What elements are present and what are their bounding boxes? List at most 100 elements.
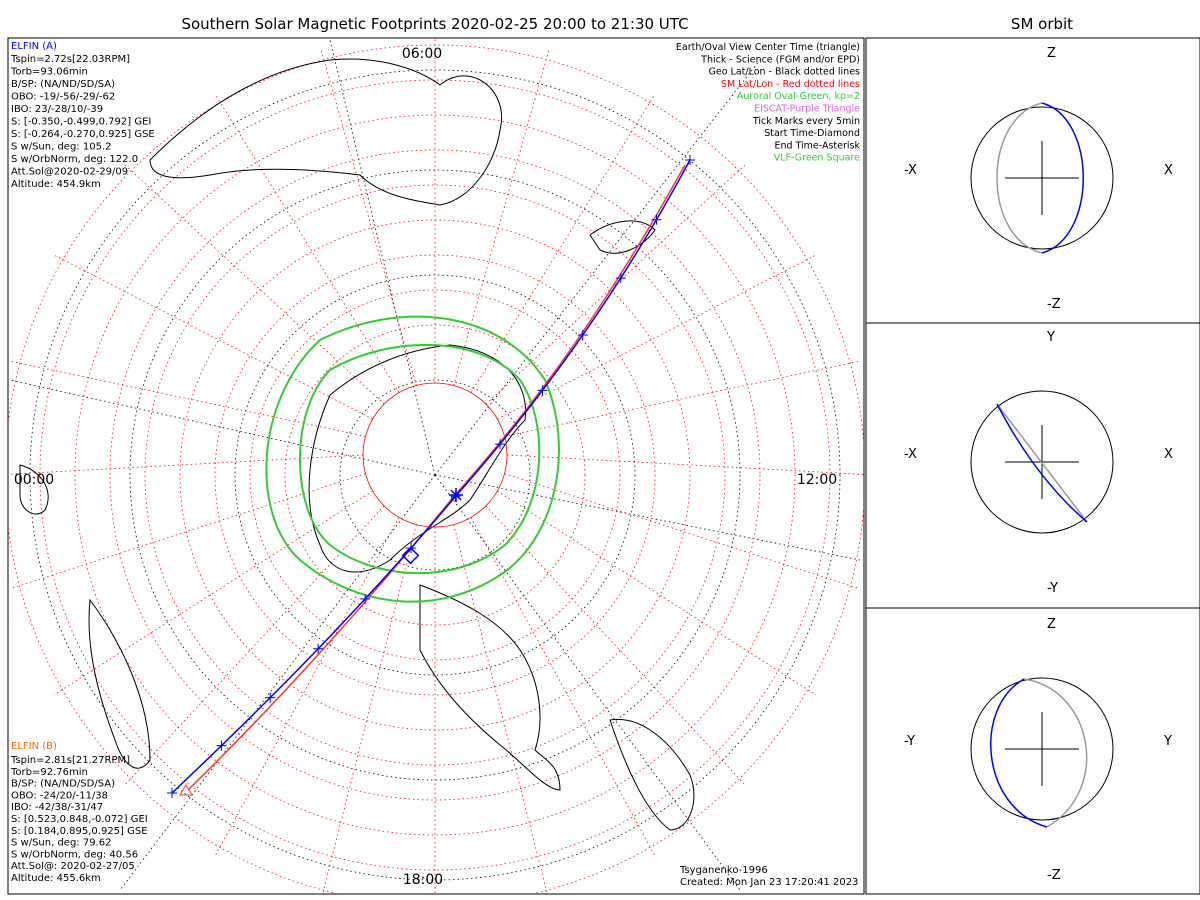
sm-meridian <box>8 454 364 475</box>
australia-outline <box>149 58 502 206</box>
axis-label-bottom: -Z <box>1047 297 1061 312</box>
sm-lat-circle <box>109 149 761 801</box>
earth-circle <box>970 390 1114 534</box>
elfin-b-title: ELFIN (B) <box>11 741 57 752</box>
clock-label-bottom: 18:00 <box>403 872 443 888</box>
orbit-a <box>1041 102 1084 254</box>
elfin-b-info-line: Torb=92.76min <box>10 767 88 778</box>
legend-item: Tick Marks every 5min <box>752 116 860 127</box>
orbit-b <box>996 102 1043 254</box>
sm-meridian <box>9 473 366 590</box>
view-center-triangle <box>179 784 193 796</box>
sm-lat-circle <box>39 79 831 871</box>
sm-meridian <box>9 360 366 437</box>
geo-meridian <box>434 474 861 561</box>
axis-label-right: X <box>1164 447 1173 462</box>
orbit-b <box>996 403 1088 523</box>
map-panel: 06:00 00:00 12:00 18:00 ELFIN (A) Tspin=2… <box>7 37 865 895</box>
geo-lat-circle <box>339 379 531 571</box>
elfin-a-info-line: Torb=93.06min <box>10 67 88 78</box>
main-title: Southern Solar Magnetic Footprints 2020-… <box>181 15 688 33</box>
sm-lat-circle <box>249 289 621 661</box>
sm-meridian <box>123 505 385 787</box>
sm-lat-circle <box>284 324 586 626</box>
geo-meridian <box>9 379 436 476</box>
clock-label-top: 06:00 <box>402 46 442 62</box>
sm-meridian <box>322 524 417 894</box>
elfin-a-info-line: S: [-0.264,-0.270,0.925] GSE <box>11 129 155 140</box>
elfin-a-info-line: OBO: -19/-56/-29/-62 <box>11 92 115 103</box>
axis-label-bottom: -Z <box>1047 868 1061 883</box>
legend-item: Start Time-Diamond <box>764 128 860 139</box>
africa-outline <box>609 718 695 831</box>
map-frame <box>7 37 865 895</box>
madagascar-outline <box>19 464 49 515</box>
legend-item: EISCAT-Purple Triangle <box>754 104 860 115</box>
start-diamond <box>401 546 420 565</box>
sm-lat-circle <box>179 219 691 731</box>
axis-label-top: Y <box>1046 330 1055 345</box>
clock-label-left: 00:00 <box>14 472 54 488</box>
axis-label-left: -X <box>904 163 917 178</box>
elfin-a-info-line: Altitude: 454.9km <box>11 179 101 190</box>
sm-meridian <box>485 163 747 405</box>
sm-meridian <box>214 93 400 393</box>
elfin-b-info-line: Att.Sol@: 2020-02-27/05 <box>11 861 135 872</box>
elfin-a-info-line: B/SP: (NA/ND/SD/SA) <box>11 79 115 90</box>
sm-meridian <box>485 505 747 787</box>
elfin-b-info-line: B/SP: (NA/ND/SD/SA) <box>11 779 115 790</box>
legend-item: SM Lat/Lon - Red dotted lines <box>721 79 860 90</box>
sm-lat-circle <box>214 254 656 696</box>
orbit-panel-yz: Z -Z -Y Y <box>904 617 1172 883</box>
sm-meridian <box>504 360 861 437</box>
geo-meridian <box>119 474 436 891</box>
elfin-b-info-line: S: [0.523,0.848,-0.072] GEI <box>11 814 148 825</box>
legend-item: Auroral Oval-Green, kp=2 <box>737 91 860 102</box>
elfin-b-info-line: Tspin=2.81s[21.27RPM] <box>10 755 130 766</box>
elfin-a-info: ELFIN (A) Tspin=2.72s[22.03RPM] Torb=93.06… <box>10 41 155 190</box>
orbit-panel-xy: Y -Y -X X <box>904 330 1173 596</box>
sm-meridian <box>504 473 861 590</box>
elfin-a-info-line: Tspin=2.72s[22.03RPM] <box>10 54 130 65</box>
elfin-a-title: ELFIN (A) <box>11 41 57 52</box>
sm-meridian <box>214 517 400 857</box>
sm-lat-circle <box>8 44 864 894</box>
axis-label-bottom: -Y <box>1047 581 1058 596</box>
orbit-a <box>990 678 1048 828</box>
legend-item: End Time-Asterisk <box>774 140 860 151</box>
elfin-b-info-line: Altitude: 455.6km <box>11 873 101 884</box>
sm-cap-circle <box>362 382 508 528</box>
sm-meridian <box>453 49 550 386</box>
elfin-b-info-line: S: [0.184,0.895,0.925] GSE <box>11 826 148 837</box>
elfin-b-info-line: S w/OrbNorm, deg: 40.56 <box>11 849 138 860</box>
antarctica-outline <box>308 344 527 573</box>
auroral-oval <box>265 315 560 603</box>
sm-lat-circle <box>74 114 796 836</box>
footprint-tracks <box>171 159 691 794</box>
orbit-a <box>996 403 1088 523</box>
elfin-b-track <box>187 164 686 791</box>
elfin-a-info-line: S w/Sun, deg: 105.2 <box>11 142 111 153</box>
credit-line: Created: Mon Jan 23 17:20:41 2023 <box>680 877 858 888</box>
track-ticks <box>167 155 695 798</box>
geo-meridian <box>434 59 761 476</box>
axis-label-right: X <box>1164 163 1173 178</box>
auroral-oval-inner <box>299 343 541 575</box>
elfin-b-info: ELFIN (B) Tspin=2.81s[21.27RPM]Torb=92.76… <box>10 741 148 884</box>
sm-meridian <box>497 490 817 696</box>
coastlines <box>19 58 695 831</box>
legend-item: VLF-Green Square <box>774 153 860 164</box>
sm-meridian <box>53 490 373 696</box>
island-outline <box>88 598 151 769</box>
side-title: SM orbit <box>1011 15 1073 33</box>
orbit-b <box>1023 678 1088 828</box>
sm-meridian <box>497 254 817 420</box>
orbit-panels: Z -Z -X X Y -Y -X X Z -Z -Y Y <box>865 37 1200 895</box>
clock-label-right: 12:00 <box>797 472 837 488</box>
sm-meridian <box>470 517 656 857</box>
auroral-oval-outer <box>265 315 560 603</box>
sm-meridian <box>320 49 417 386</box>
orbit-panel-xz: Z -Z -X X <box>904 46 1173 312</box>
